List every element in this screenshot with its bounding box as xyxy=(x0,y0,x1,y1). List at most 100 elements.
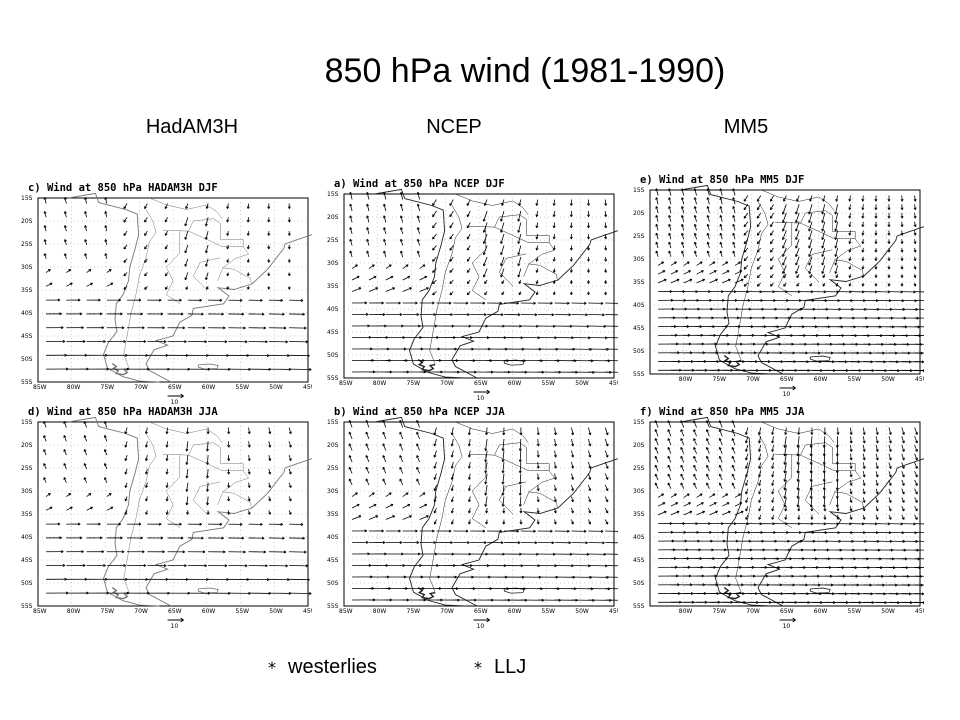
wind-vector-head xyxy=(501,448,505,451)
wind-vector xyxy=(668,224,672,231)
wind-vector xyxy=(795,265,800,274)
wind-vector xyxy=(667,473,672,481)
wind-vector xyxy=(875,488,879,495)
wind-vector-head xyxy=(874,232,878,236)
wind-vector-head xyxy=(796,479,800,482)
panel-hadam3h-jja: d) Wind at 850 hPa HADAM3H JJA 15S 20S 25S 3… xyxy=(20,404,312,630)
wind-vector-head xyxy=(304,550,307,554)
wind-vector xyxy=(770,230,774,236)
wind-vector-head xyxy=(48,268,51,272)
wind-vector-head xyxy=(849,508,853,512)
lat-tick-label: 15S xyxy=(327,419,339,426)
wind-vector-head xyxy=(466,225,470,229)
wind-vector-head xyxy=(206,431,210,435)
wind-vector-head xyxy=(712,493,716,497)
wind-vector-head xyxy=(366,227,370,230)
wind-vector xyxy=(366,203,370,212)
wind-vector xyxy=(517,256,522,267)
wind-vector-head xyxy=(822,504,826,508)
wind-vector xyxy=(719,197,723,205)
wind-vector xyxy=(366,227,370,235)
wind-vector-head xyxy=(808,228,812,232)
wind-vector xyxy=(914,479,918,486)
wind-vector xyxy=(432,268,437,273)
wind-vector-head xyxy=(204,250,208,254)
wind-vector xyxy=(502,496,505,507)
wind-vector-head xyxy=(604,247,608,251)
wind-vector xyxy=(732,224,736,231)
wind-vector xyxy=(536,199,539,206)
wind-vector-head xyxy=(246,206,250,209)
wind-vector xyxy=(449,222,454,229)
wind-vector xyxy=(571,473,574,480)
wind-vector xyxy=(770,195,774,202)
wind-vector-head xyxy=(861,266,865,270)
wind-vector-head xyxy=(482,263,486,267)
wind-vector xyxy=(782,212,787,223)
wind-vector xyxy=(449,210,454,217)
wind-vector-head xyxy=(783,462,787,465)
lat-tick-label: 30S xyxy=(21,264,33,271)
wind-vector xyxy=(756,256,762,261)
wind-vector xyxy=(468,438,471,447)
wind-vector-head xyxy=(484,292,487,296)
wind-vector-head xyxy=(861,224,865,228)
wind-vector-head xyxy=(103,435,107,438)
wind-vector xyxy=(554,496,557,502)
wind-vector xyxy=(850,436,852,444)
wind-vector-head xyxy=(706,197,710,200)
country-border xyxy=(526,447,555,479)
wind-vector xyxy=(810,436,813,448)
wind-vector-head xyxy=(398,529,401,533)
country-border xyxy=(455,421,529,443)
country-border xyxy=(222,491,252,508)
wind-vector-head xyxy=(718,429,722,432)
wind-vector-head xyxy=(502,510,506,514)
wind-vector-head xyxy=(466,292,470,296)
wind-vector-head xyxy=(62,563,66,567)
wind-vector-head xyxy=(922,601,924,605)
wind-vector xyxy=(706,447,710,454)
wind-vector-head xyxy=(348,419,352,423)
wind-vector-head xyxy=(533,529,536,533)
wind-vector-head xyxy=(718,464,722,468)
wind-vector-head xyxy=(731,482,735,486)
wind-vector-head xyxy=(875,432,879,435)
wind-vector-head xyxy=(182,550,186,554)
wind-vector-head xyxy=(731,473,735,477)
wind-vector xyxy=(823,479,826,490)
wind-vector xyxy=(734,502,743,507)
wind-vector-head xyxy=(771,483,775,486)
wind-vector-head xyxy=(288,485,292,488)
wind-vector-head xyxy=(900,249,904,253)
wind-vector xyxy=(745,427,749,435)
lon-tick-label: 75W xyxy=(407,380,421,387)
wind-vector xyxy=(732,188,736,196)
lon-tick-label: 60W xyxy=(508,380,522,387)
lat-tick-label: 40S xyxy=(21,310,33,317)
wind-vector-head xyxy=(466,214,470,218)
country-border xyxy=(471,454,487,529)
wind-vector xyxy=(734,511,744,516)
wind-vector-head xyxy=(409,287,412,290)
wind-vector xyxy=(667,464,672,472)
vector-map-f: f) Wind at 850 hPa MM5 JJA15S20S25S30S35… xyxy=(633,406,924,630)
wind-vector-head xyxy=(810,432,814,435)
wind-vector-field xyxy=(655,188,924,373)
wind-vector-head xyxy=(553,499,557,503)
wind-vector xyxy=(483,233,488,244)
wind-vector xyxy=(835,256,839,266)
wind-vector xyxy=(45,269,51,273)
wind-vector-head xyxy=(246,246,250,250)
wind-vector-head xyxy=(433,432,437,436)
wind-vector-head xyxy=(416,443,419,447)
wind-vector xyxy=(587,473,591,480)
wind-vector-head xyxy=(848,258,852,261)
lat-tick-label: 25S xyxy=(633,465,645,472)
wind-vector-head xyxy=(63,239,67,242)
wind-vector xyxy=(186,468,189,479)
wind-vector-head xyxy=(732,223,736,227)
wind-vector xyxy=(451,461,454,469)
wind-vector xyxy=(731,456,736,463)
wind-vector-head xyxy=(875,517,879,520)
